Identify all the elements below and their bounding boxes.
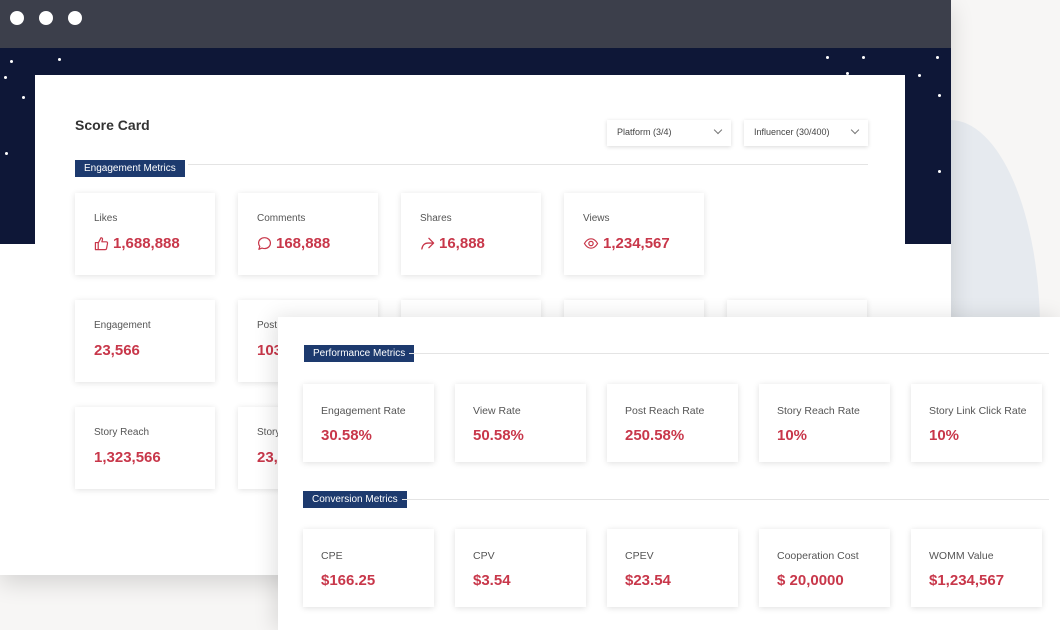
star-decoration (938, 170, 941, 173)
star-decoration (936, 56, 939, 59)
metric-card-cpev: CPEV $23.54 (607, 529, 738, 607)
metric-label: Views (583, 213, 610, 224)
metric-value: 23,566 (94, 342, 140, 359)
window-control-minimize[interactable] (39, 11, 53, 25)
chevron-down-icon (713, 125, 723, 135)
metric-card-cooperation-cost: Cooperation Cost $ 20,0000 (759, 529, 890, 607)
metric-label: Engagement Rate (321, 405, 406, 417)
metric-value: 168,888 (257, 235, 330, 252)
metric-value: 103 (257, 342, 283, 359)
metric-label: CPE (321, 550, 343, 562)
platform-filter-label: Platform (3/4) (617, 127, 672, 137)
metric-label: Story Reach (94, 427, 150, 438)
performance-section-label: Performance Metrics (304, 345, 415, 362)
metric-value: 10% (929, 427, 960, 444)
eye-icon (583, 238, 599, 249)
influencer-filter-dropdown[interactable]: Influencer (30/400) (744, 120, 868, 146)
metric-label: Story Link Click Rate (929, 405, 1027, 417)
metric-card-comments: Comments 168,888 (238, 193, 378, 275)
metric-label: Cooperation Cost (777, 550, 859, 562)
metric-label: CPV (473, 550, 495, 562)
metric-label: Story (257, 427, 281, 438)
metric-label: Shares (420, 213, 452, 224)
metric-value: 10% (777, 427, 808, 444)
likes-value: 1,688,888 (113, 235, 180, 252)
window-titlebar (0, 0, 951, 48)
section-divider (402, 499, 1049, 500)
star-decoration (862, 56, 865, 59)
metric-label: Comments (257, 213, 306, 224)
metric-label: Likes (94, 213, 118, 224)
metric-card-likes: Likes 1,688,888 (75, 193, 215, 275)
shares-value: 16,888 (439, 235, 485, 252)
conversion-section-label: Conversion Metrics (303, 491, 407, 508)
chevron-down-icon (850, 125, 860, 135)
metric-card-story-link-click-rate: Story Link Click Rate 10% (911, 384, 1042, 462)
platform-filter-dropdown[interactable]: Platform (3/4) (607, 120, 731, 146)
star-decoration (918, 74, 921, 77)
metric-value: $1,234,567 (929, 572, 1005, 589)
metric-value: $ 20,0000 (777, 572, 844, 589)
metric-value: 30.58% (321, 427, 372, 444)
thumbs-up-icon (94, 237, 109, 251)
section-divider (409, 353, 1049, 354)
views-value: 1,234,567 (603, 235, 670, 252)
star-decoration (58, 58, 61, 61)
engagement-section-label: Engagement Metrics (75, 160, 185, 177)
influencer-filter-label: Influencer (30/400) (754, 127, 830, 137)
metric-card-view-rate: View Rate 50.58% (455, 384, 586, 462)
metric-label: View Rate (473, 405, 521, 417)
metric-card-cpv: CPV $3.54 (455, 529, 586, 607)
star-decoration (5, 152, 8, 155)
page-title: Score Card (75, 117, 150, 133)
metric-card-engagement: Engagement 23,566 (75, 300, 215, 382)
metrics-overlay-panel: Performance Metrics Engagement Rate 30.5… (278, 317, 1060, 630)
metric-value: 23, (257, 449, 278, 466)
metric-value: $3.54 (473, 572, 511, 589)
metric-value: 1,234,567 (583, 235, 670, 252)
metric-card-womm-value: WOMM Value $1,234,567 (911, 529, 1042, 607)
metric-label: Story Reach Rate (777, 405, 860, 417)
metric-card-post-reach-rate: Post Reach Rate 250.58% (607, 384, 738, 462)
window-control-maximize[interactable] (68, 11, 82, 25)
metric-value: 1,688,888 (94, 235, 180, 252)
window-control-close[interactable] (10, 11, 24, 25)
comment-icon (257, 237, 272, 250)
section-divider (188, 164, 868, 165)
metric-label: Engagement (94, 320, 151, 331)
metric-label: Post (257, 320, 278, 331)
metric-card-cpe: CPE $166.25 (303, 529, 434, 607)
metric-card-shares: Shares 16,888 (401, 193, 541, 275)
star-decoration (846, 72, 849, 75)
metric-label: Post Reach Rate (625, 405, 705, 417)
metric-value: 16,888 (420, 235, 485, 252)
star-decoration (826, 56, 829, 59)
metric-label: WOMM Value (929, 550, 994, 562)
metric-value: 250.58% (625, 427, 685, 444)
share-icon (421, 237, 435, 250)
metric-card-story-reach: Story Reach 1,323,566 (75, 407, 215, 489)
star-decoration (22, 96, 25, 99)
metric-value: 1,323,566 (94, 449, 161, 466)
metric-value: $23.54 (625, 572, 671, 589)
star-decoration (938, 94, 941, 97)
star-decoration (4, 76, 7, 79)
metric-label: CPEV (625, 550, 654, 562)
metric-card-engagement-rate: Engagement Rate 30.58% (303, 384, 434, 462)
metric-value: 50.58% (473, 427, 524, 444)
star-decoration (10, 60, 13, 63)
metric-card-views: Views 1,234,567 (564, 193, 704, 275)
metric-card-story-reach-rate: Story Reach Rate 10% (759, 384, 890, 462)
metric-value: $166.25 (321, 572, 376, 589)
comments-value: 168,888 (276, 235, 331, 252)
